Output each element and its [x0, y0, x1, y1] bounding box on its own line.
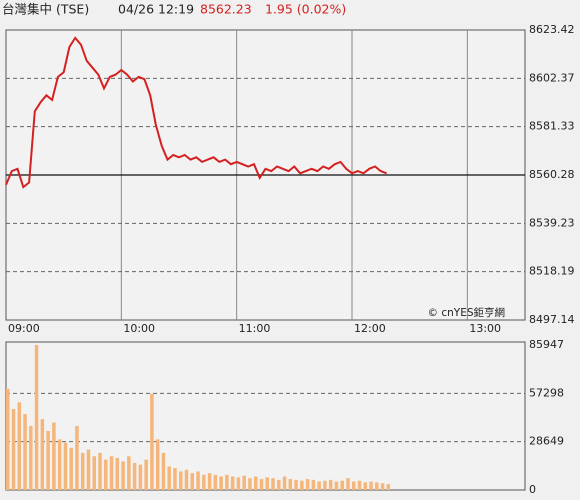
quote-price: 8562.23 [200, 2, 252, 17]
volume-bar [132, 463, 137, 490]
quote-time: 04/26 12:19 [118, 2, 194, 17]
volume-bar [80, 452, 85, 490]
volume-bar [357, 480, 362, 490]
y-tick-label: 8623.42 [529, 23, 575, 36]
volume-bar [34, 344, 39, 490]
volume-bar [271, 478, 275, 490]
volume-bar [115, 457, 120, 490]
volume-bar [150, 393, 154, 490]
volume-bar [196, 471, 200, 490]
y-tick-label: 57298 [529, 386, 564, 399]
volume-bar [57, 439, 62, 490]
x-tick-label: 13:00 [469, 322, 501, 335]
volume-bar [69, 447, 73, 490]
volume-bar [155, 439, 160, 490]
x-tick-label: 11:00 [239, 322, 271, 335]
volume-bar [75, 425, 79, 490]
volume-bar [144, 459, 148, 490]
volume-bar [161, 452, 166, 490]
volume-bar [236, 477, 241, 490]
volume-bar [248, 478, 252, 490]
y-tick-label: 8602.37 [529, 71, 575, 84]
volume-bar [219, 476, 223, 490]
volume-bar [282, 476, 287, 490]
volume-bar [207, 473, 212, 490]
y-tick-label: 8560.28 [529, 168, 575, 181]
volume-bar [294, 479, 298, 490]
x-tick-label: 12:00 [354, 322, 386, 335]
x-tick-label: 10:00 [123, 322, 155, 335]
volume-bar [259, 479, 264, 490]
volume-bar [92, 456, 96, 490]
quote-change: 1.95 (0.02%) [265, 2, 346, 17]
volume-bar [104, 459, 108, 490]
volume-bar [23, 414, 27, 490]
volume-bar [230, 476, 235, 490]
volume-bar [202, 474, 206, 490]
volume-bar [63, 442, 68, 490]
volume-bar [109, 456, 114, 490]
volume-bar [346, 478, 350, 490]
volume-bar [17, 402, 22, 490]
volume-bar [179, 471, 183, 490]
index-name: 台灣集中 (TSE) [2, 2, 89, 17]
volume-bar [265, 477, 269, 490]
volume-bar [6, 388, 10, 490]
volume-bar [242, 475, 246, 490]
volume-bar [305, 479, 310, 490]
y-tick-label: 28649 [529, 435, 564, 448]
volume-bar [375, 482, 379, 490]
volume-bar [380, 483, 385, 490]
y-tick-label: 85947 [529, 338, 564, 351]
x-tick-label: 09:00 [8, 322, 40, 335]
volume-bar [277, 479, 281, 490]
volume-bar [300, 480, 304, 490]
volume-bar [121, 461, 125, 490]
volume-bar [317, 481, 321, 490]
volume-bar [11, 409, 16, 490]
copyright: © cnYES鉅亨網 [428, 306, 505, 319]
volume-bar [213, 474, 218, 490]
volume-bar [253, 476, 258, 490]
volume-bar [328, 479, 333, 490]
volume-bar [340, 480, 344, 490]
volume-bar [323, 480, 327, 490]
volume-bar [40, 419, 45, 490]
volume-bar [184, 469, 189, 490]
volume-bar [386, 484, 391, 490]
volume-bar [352, 481, 356, 490]
volume-bar [86, 449, 91, 490]
volume-bar [288, 479, 293, 490]
volume-bar [127, 456, 131, 490]
volume-bar [363, 482, 368, 490]
volume-bar [173, 468, 177, 490]
volume-bar [98, 452, 102, 490]
volume-bar [334, 481, 339, 490]
volume-bar [29, 425, 33, 490]
y-tick-label: 8581.33 [529, 120, 575, 133]
y-tick-label: 8497.14 [529, 313, 575, 326]
volume-bar [138, 464, 143, 490]
volume-bar [52, 422, 56, 490]
volume-bar [167, 466, 171, 490]
volume-bar [46, 430, 50, 490]
y-tick-label: 0 [529, 483, 536, 496]
volume-bar [190, 473, 195, 490]
volume-bar [311, 479, 316, 490]
volume-bar [369, 481, 373, 490]
volume-bar [225, 474, 229, 490]
price-line [5, 36, 387, 189]
y-tick-label: 8518.19 [529, 265, 575, 278]
y-tick-label: 8539.23 [529, 216, 575, 229]
